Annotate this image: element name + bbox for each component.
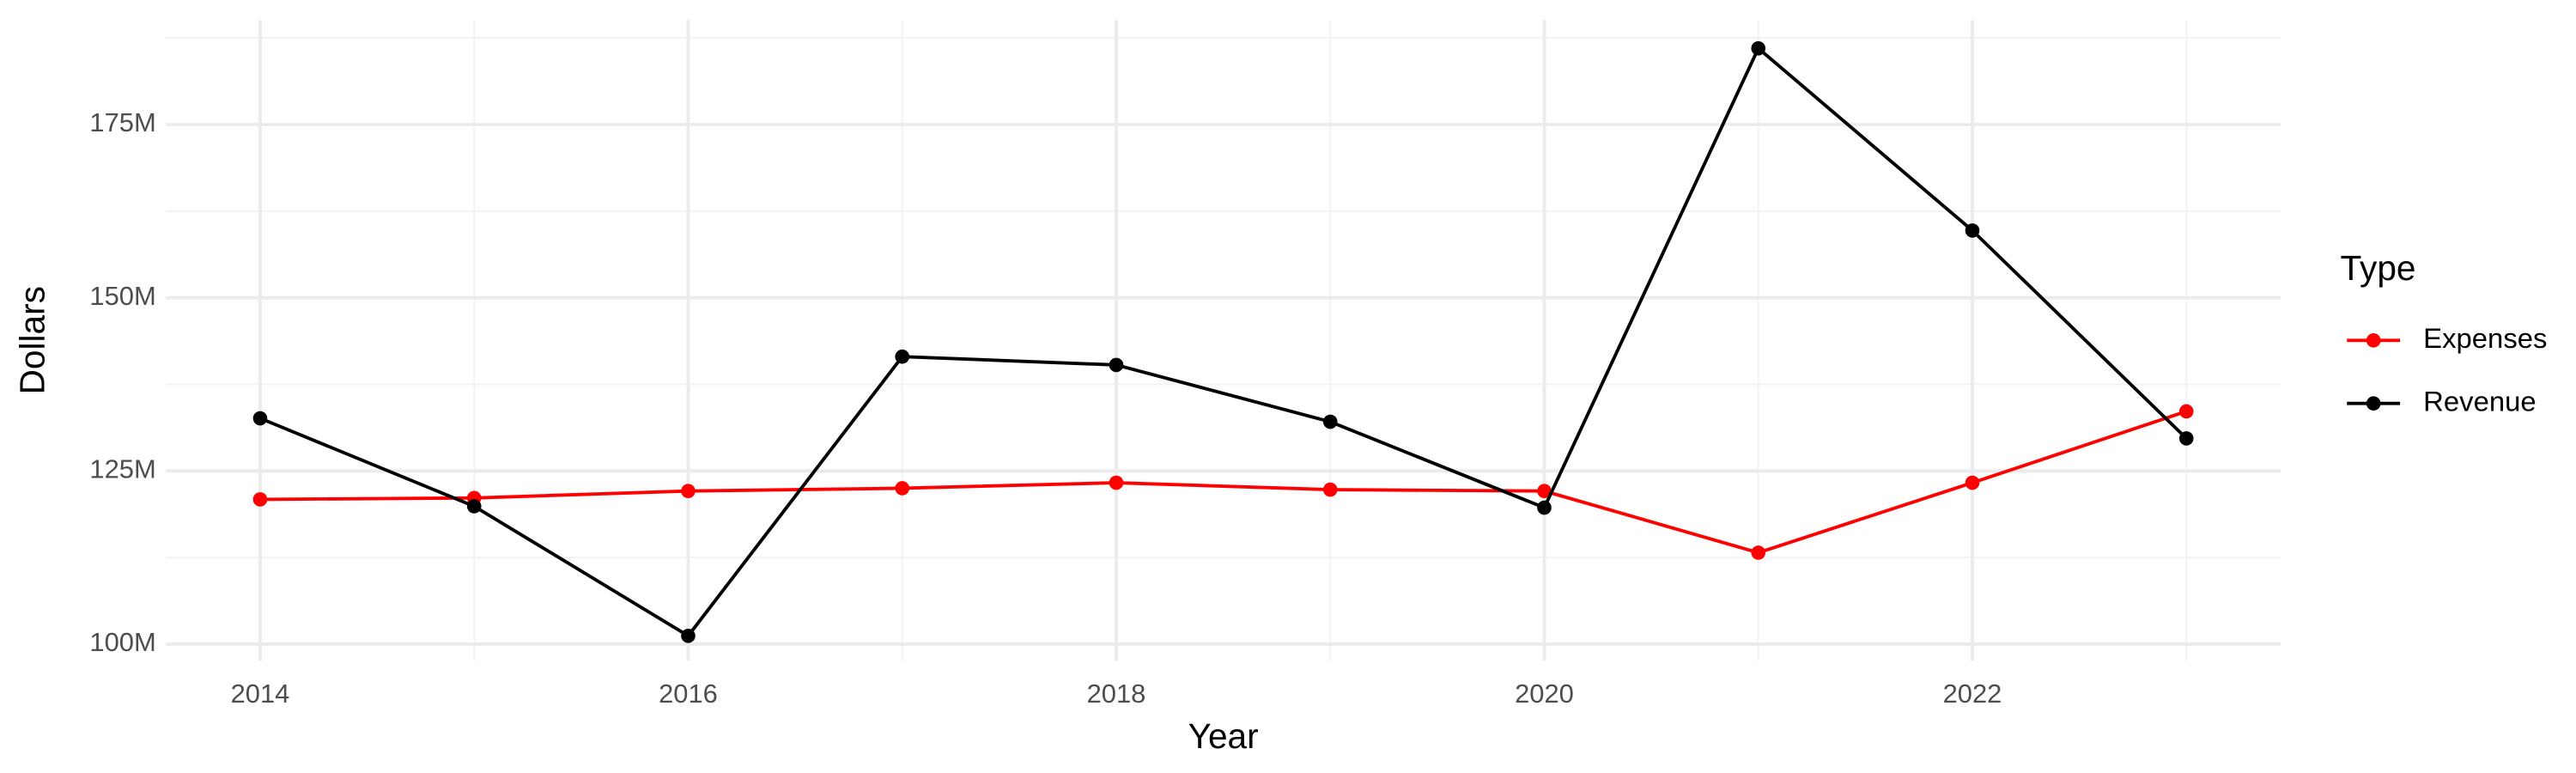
line [259, 410, 2187, 555]
line [259, 46, 2188, 638]
point [681, 484, 696, 499]
legend-title: Type [2341, 248, 2416, 288]
point [1537, 500, 1552, 515]
grid [166, 20, 2281, 661]
point [1322, 482, 1338, 497]
y-tick-label: 150M [89, 281, 155, 311]
point [252, 492, 268, 507]
x-tick-label: 2022 [1943, 679, 2002, 709]
point [466, 499, 482, 514]
point [895, 349, 910, 364]
legend-marker [2366, 396, 2381, 411]
point [2178, 404, 2194, 419]
x-axis-title: Year [1188, 716, 1259, 756]
legend-label: Revenue [2423, 385, 2537, 417]
point [1965, 223, 1980, 238]
x-tick-label: 2020 [1515, 679, 1574, 709]
point [1751, 40, 1766, 56]
x-tick-label: 2014 [231, 679, 290, 709]
point [1109, 357, 1124, 373]
x-tick-label: 2018 [1087, 679, 1146, 709]
y-tick-label: 100M [89, 627, 155, 657]
point [681, 628, 696, 643]
legend-label: Expenses [2423, 322, 2547, 354]
point [2178, 431, 2194, 446]
x-tick-label: 2016 [659, 679, 718, 709]
y-tick-label: 125M [89, 453, 155, 484]
point [895, 481, 910, 496]
point [1751, 545, 1766, 560]
point [1109, 475, 1124, 490]
point [1537, 484, 1552, 499]
point [1965, 475, 1980, 490]
y-tick-label: 175M [89, 107, 155, 137]
point [1322, 414, 1338, 429]
legend-marker [2366, 332, 2381, 348]
y-axis-title: Dollars [12, 286, 52, 394]
point [252, 411, 268, 426]
